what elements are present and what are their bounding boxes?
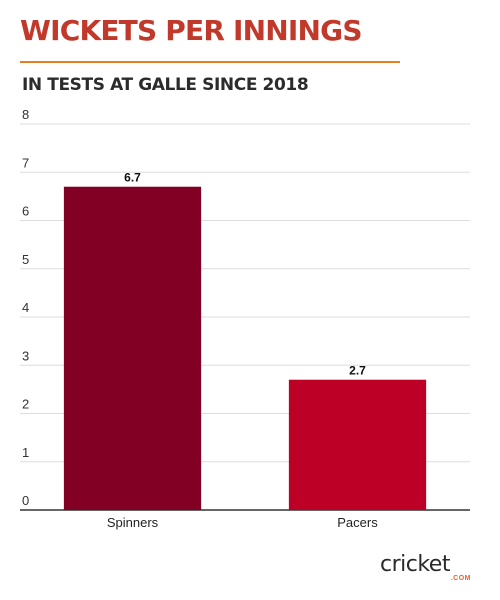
- y-tick-label-8: 8: [22, 107, 29, 122]
- chart-title: WICKETS PER INNINGS: [20, 14, 363, 47]
- y-tick-label-4: 4: [22, 300, 29, 315]
- y-tick-label-0: 0: [22, 493, 29, 508]
- cricket-com-logo: cricket .COM: [380, 552, 480, 586]
- chart-subtitle: IN TESTS AT GALLE SINCE 2018: [22, 75, 309, 95]
- bar-spinners: [63, 186, 202, 510]
- logo-suffix: .COM: [450, 575, 471, 582]
- title-underline: [20, 61, 400, 63]
- y-tick-label-1: 1: [22, 445, 29, 460]
- logo-wordmark: cricket: [380, 552, 450, 577]
- y-tick-label-7: 7: [22, 155, 29, 170]
- x-tick-label-pacers: Pacers: [337, 515, 378, 530]
- y-tick-label-6: 6: [22, 204, 29, 219]
- y-tick-label-2: 2: [22, 397, 29, 412]
- data-label-spinners: 6.7: [124, 171, 141, 185]
- data-label-pacers: 2.7: [349, 364, 366, 378]
- y-tick-label-5: 5: [22, 252, 29, 267]
- bar-pacers: [288, 379, 427, 510]
- x-tick-label-spinners: Spinners: [107, 515, 159, 530]
- y-tick-label-3: 3: [22, 348, 29, 363]
